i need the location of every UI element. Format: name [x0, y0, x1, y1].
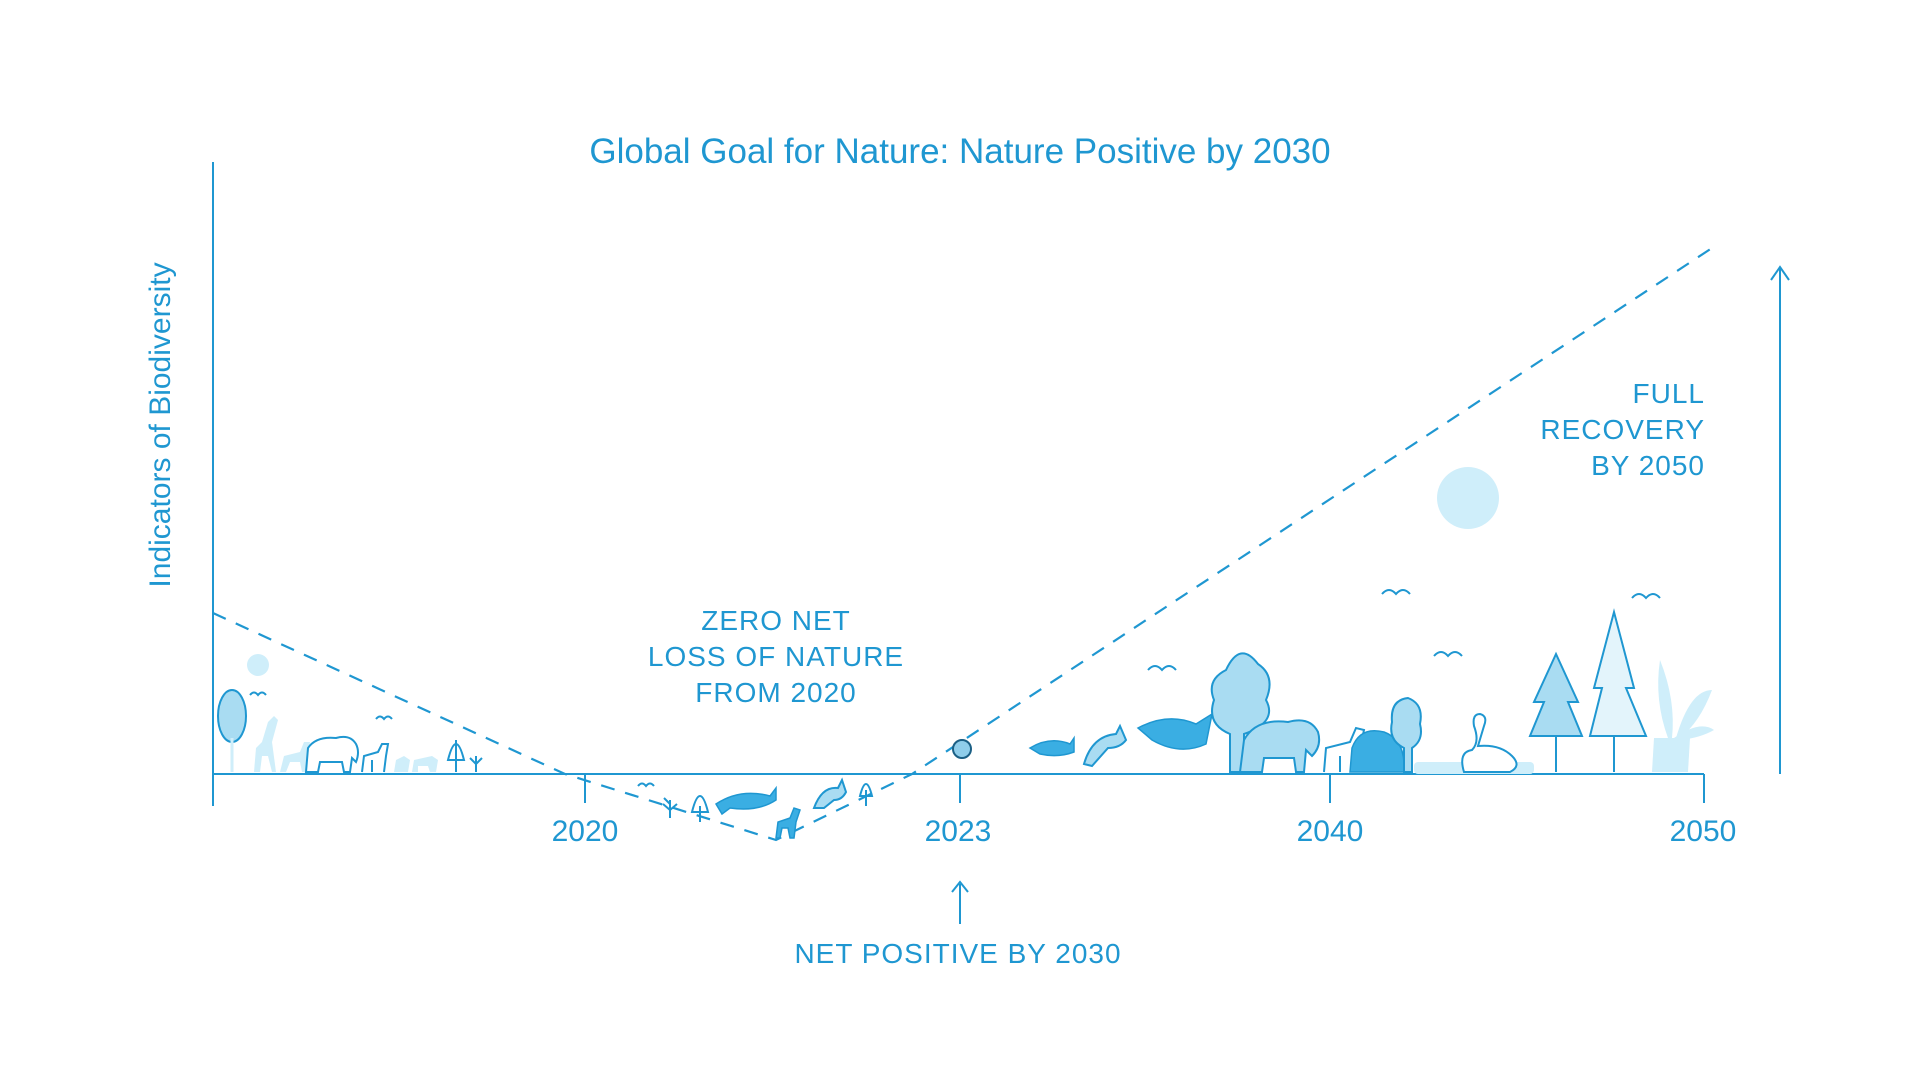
swan-icon — [1461, 712, 1518, 773]
tree-icon — [690, 795, 710, 822]
lion-icon — [412, 756, 438, 772]
bird-icon — [375, 715, 393, 721]
deer-icon — [280, 742, 310, 772]
tree-icon — [1588, 608, 1648, 772]
sun-icon — [1437, 467, 1499, 529]
x-tick-label-2020: 2020 — [552, 815, 619, 848]
bird-icon — [1433, 651, 1463, 658]
shark-icon — [1136, 712, 1214, 750]
full-recovery-arrow-head — [1770, 265, 1790, 281]
annotation-zero-net-line2: LOSS OF NATURE — [648, 641, 904, 672]
x-tick-label-2040: 2040 — [1297, 815, 1364, 848]
deer-icon — [361, 743, 390, 773]
kangaroo-icon — [1082, 723, 1128, 768]
bird-icon — [394, 756, 410, 772]
tree-icon — [1210, 652, 1271, 773]
tree-icon — [1528, 651, 1584, 772]
bird-icon — [1631, 593, 1661, 600]
left-scene — [217, 654, 483, 773]
sun-icon — [247, 654, 269, 676]
biodiversity-trend-line — [212, 247, 1713, 842]
annotation-net-positive: NET POSITIVE BY 2030 — [794, 938, 1121, 969]
bird-icon — [637, 782, 655, 788]
x-tick-label-2050: 2050 — [1670, 815, 1737, 848]
shark-icon — [714, 785, 777, 816]
right-scene — [1028, 467, 1714, 774]
plant-icon — [469, 756, 483, 772]
elephant-icon — [304, 735, 359, 773]
annotation-full-recovery-line2: RECOVERY — [1540, 414, 1705, 445]
annotation-zero-net-line1: ZERO NET — [701, 605, 851, 636]
tree-icon — [1390, 696, 1422, 773]
annotation-zero-net-line3: FROM 2020 — [695, 677, 857, 708]
annotation-full-recovery-line1: FULL — [1633, 378, 1705, 409]
elephant-icon — [1238, 719, 1321, 773]
tree-icon — [858, 783, 874, 806]
plant-icon — [1652, 660, 1714, 772]
deer-icon — [775, 807, 801, 839]
kangaroo-icon — [812, 777, 848, 809]
net-positive-marker — [952, 739, 972, 759]
chart-title: Global Goal for Nature: Nature Positive … — [589, 132, 1330, 171]
y-axis-label: Indicators of Biodiversity — [144, 262, 177, 587]
x-tick-label-2023: 2023 — [925, 815, 992, 848]
tree-icon — [446, 740, 466, 772]
plant-icon — [662, 797, 678, 818]
giraffe-icon — [254, 716, 278, 772]
shark-icon — [1028, 735, 1075, 757]
bird-icon — [249, 691, 267, 697]
net-positive-arrow-head — [951, 880, 969, 893]
annotation-full-recovery-line3: BY 2050 — [1591, 450, 1705, 481]
dip-scene — [637, 777, 874, 839]
bird-icon — [1381, 589, 1411, 596]
tree-icon — [217, 689, 247, 772]
bird-icon — [1147, 665, 1177, 672]
